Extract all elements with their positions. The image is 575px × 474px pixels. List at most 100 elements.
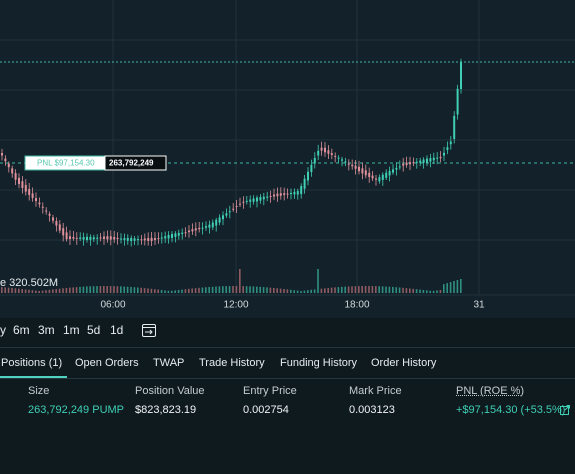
candle-body <box>245 200 248 202</box>
candle-body <box>215 219 218 226</box>
candle-body <box>181 232 184 234</box>
candle-body <box>293 191 296 195</box>
volume-bar <box>103 286 105 293</box>
candle-body <box>405 162 408 166</box>
volume-bar <box>313 289 316 293</box>
candle-body <box>439 157 442 159</box>
volume-bar <box>347 286 350 293</box>
volume-bar <box>239 269 241 293</box>
volume-bar <box>41 290 44 293</box>
candle-body <box>7 163 10 168</box>
candle-body <box>109 236 112 240</box>
volume-bar <box>96 286 98 293</box>
volume-bar <box>140 287 142 293</box>
volume-bar <box>205 287 207 293</box>
volume-bar <box>317 269 319 293</box>
candle-body <box>38 202 41 205</box>
volume-bar <box>324 288 326 293</box>
volume-bar <box>252 286 255 293</box>
price-chart: PNL $97,154.30 263,792,249 e 320.502M 06… <box>0 0 575 318</box>
candle-body <box>106 236 109 240</box>
volume-bar <box>283 289 285 293</box>
tab[interactable]: TWAP <box>153 357 185 369</box>
volume-bar <box>446 283 448 293</box>
volume-bar <box>327 287 329 293</box>
volume-bar <box>126 286 129 293</box>
timeframe[interactable]: 6m <box>13 323 30 337</box>
volume-bar <box>242 286 244 293</box>
volume-bar <box>82 286 85 293</box>
candle-body <box>75 237 78 239</box>
candle-body <box>252 198 255 202</box>
candle-body <box>453 115 456 139</box>
timeframe[interactable]: 5d <box>87 323 101 337</box>
compare-icon[interactable] <box>141 322 157 338</box>
tab[interactable]: Open Orders <box>75 357 139 369</box>
candle-body <box>96 237 99 239</box>
candle-body <box>143 238 146 241</box>
candle-body <box>327 150 330 154</box>
candle-body <box>140 239 143 241</box>
volume-bar <box>307 290 309 293</box>
timeframe[interactable]: 1d <box>110 323 124 337</box>
volume-bar <box>75 287 78 293</box>
candle-body <box>31 193 34 199</box>
volume-bar <box>412 288 414 293</box>
candle-body <box>337 157 340 159</box>
candle-body <box>21 181 24 188</box>
divider <box>0 347 575 348</box>
size-tag <box>104 155 167 171</box>
volume-bar <box>72 287 74 293</box>
volume-bar <box>378 286 380 293</box>
volume-bar <box>79 286 81 293</box>
candle-body <box>167 234 170 239</box>
candle-body <box>334 155 337 157</box>
volume-bar <box>164 290 166 293</box>
volume-bar <box>426 290 428 293</box>
tab[interactable]: Order History <box>371 357 437 369</box>
volume-bar <box>184 289 187 293</box>
share-icon[interactable] <box>559 404 571 416</box>
volume-bar <box>279 288 282 293</box>
volume-bar <box>364 286 367 293</box>
candle-body <box>303 178 306 189</box>
volume-bar <box>290 289 292 293</box>
volume-bar <box>310 289 312 293</box>
candle-body <box>256 197 258 202</box>
volume-bar <box>130 286 132 293</box>
candle-body <box>286 193 289 195</box>
volume-bar <box>269 287 272 293</box>
candle-body <box>364 170 367 176</box>
candle-body <box>259 197 262 201</box>
candle-body <box>69 236 71 240</box>
candle-body <box>273 194 275 197</box>
tab[interactable]: Trade History <box>199 357 265 369</box>
candle-body <box>208 224 211 228</box>
timeframe[interactable]: 1m <box>63 323 80 337</box>
grid <box>0 0 575 295</box>
candle-body <box>89 236 92 240</box>
volume-bar <box>167 290 170 293</box>
time-tick: 18:00 <box>344 300 369 311</box>
timeframe[interactable]: y <box>0 323 6 337</box>
volume-bar <box>157 289 159 293</box>
candle-body <box>164 236 167 239</box>
tab[interactable]: Positions (1) <box>1 357 63 369</box>
candle-body <box>232 208 235 210</box>
candle-body <box>392 169 394 173</box>
volume-bar <box>273 287 275 293</box>
column-header: PNL (ROE %) <box>456 385 525 397</box>
volume-bar <box>62 288 64 293</box>
volume-bar <box>154 289 156 293</box>
candle-body <box>422 159 425 163</box>
pnl-cell: +$97,154.30 (+53.5%) <box>456 404 566 416</box>
tab[interactable]: Funding History <box>280 357 358 369</box>
volume-bar <box>456 280 459 293</box>
volume-bar <box>89 286 91 293</box>
value-cell: $823,823.19 <box>135 404 197 416</box>
candle-body <box>317 150 320 156</box>
timeframe[interactable]: 3m <box>38 323 55 337</box>
candle-body <box>279 193 282 196</box>
volume-bar <box>109 286 112 293</box>
candle-body <box>147 237 150 241</box>
